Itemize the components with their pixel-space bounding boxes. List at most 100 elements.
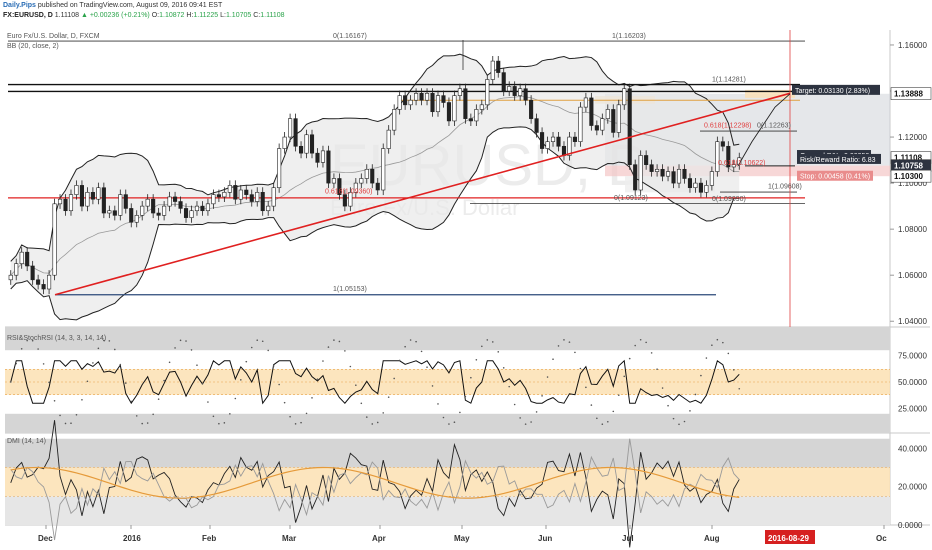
candle[interactable] — [211, 189, 216, 209]
candle[interactable] — [282, 131, 287, 154]
candle[interactable] — [200, 201, 205, 216]
candle[interactable] — [233, 180, 238, 205]
candle[interactable] — [41, 279, 46, 295]
candle[interactable] — [293, 113, 298, 152]
candle[interactable] — [129, 203, 134, 228]
candle[interactable] — [523, 83, 528, 106]
candle[interactable] — [178, 196, 183, 214]
candle[interactable] — [298, 141, 304, 159]
candle[interactable] — [430, 88, 435, 117]
candle[interactable] — [30, 260, 35, 285]
candle[interactable] — [605, 104, 610, 124]
candle[interactable] — [414, 88, 419, 106]
candle[interactable] — [260, 187, 265, 216]
candle[interactable] — [490, 56, 495, 85]
candle[interactable] — [649, 159, 654, 177]
candle[interactable] — [266, 201, 271, 216]
candle[interactable] — [693, 178, 698, 193]
candle[interactable] — [244, 184, 249, 200]
candle[interactable] — [556, 131, 561, 152]
candle[interactable] — [167, 191, 172, 212]
candle[interactable] — [162, 201, 167, 221]
candle[interactable] — [151, 194, 156, 219]
candle[interactable] — [194, 201, 200, 216]
candle[interactable] — [277, 143, 282, 193]
candle[interactable] — [671, 166, 676, 189]
candle[interactable] — [364, 164, 369, 184]
candle[interactable] — [627, 83, 632, 170]
candle[interactable] — [704, 180, 709, 198]
candle[interactable] — [392, 104, 397, 136]
price-axis[interactable]: 1.160001.140001.120001.100001.080001.060… — [890, 41, 927, 326]
candle[interactable] — [485, 74, 490, 110]
candle[interactable] — [715, 136, 720, 177]
candle[interactable] — [68, 189, 74, 216]
candle[interactable] — [731, 159, 736, 173]
candle[interactable] — [222, 187, 227, 202]
candle[interactable] — [370, 164, 375, 189]
candle[interactable] — [567, 131, 572, 161]
candle[interactable] — [320, 145, 326, 168]
candle[interactable] — [118, 189, 123, 221]
candle[interactable] — [435, 90, 441, 117]
candle[interactable] — [123, 189, 128, 214]
candle[interactable] — [474, 104, 479, 127]
candle[interactable] — [682, 164, 687, 184]
candle[interactable] — [156, 207, 161, 221]
candle[interactable] — [578, 102, 583, 147]
candle[interactable] — [249, 189, 254, 207]
candle[interactable] — [227, 180, 232, 198]
candle[interactable] — [90, 187, 95, 205]
candle[interactable] — [518, 83, 523, 101]
candle[interactable] — [479, 99, 484, 115]
candle[interactable] — [381, 143, 386, 196]
candle[interactable] — [611, 104, 616, 138]
candle[interactable] — [183, 203, 189, 223]
candle[interactable] — [660, 164, 665, 182]
candle[interactable] — [304, 129, 309, 159]
candle[interactable] — [441, 90, 446, 108]
candle[interactable] — [419, 88, 424, 106]
candle[interactable] — [463, 83, 468, 124]
candle[interactable] — [359, 173, 364, 189]
candle[interactable] — [8, 270, 13, 285]
candle[interactable] — [529, 95, 534, 124]
candle[interactable] — [47, 270, 52, 295]
candle[interactable] — [79, 180, 85, 212]
candle[interactable] — [173, 191, 178, 207]
candle[interactable] — [468, 113, 473, 127]
candle[interactable] — [271, 182, 276, 212]
candle[interactable] — [145, 194, 150, 212]
ascending-trendline[interactable] — [54, 92, 791, 296]
candle[interactable] — [496, 56, 501, 78]
candle[interactable] — [665, 166, 671, 182]
candle[interactable] — [19, 247, 24, 269]
horizontal-levels[interactable] — [8, 30, 805, 327]
candle[interactable] — [583, 92, 588, 113]
candle[interactable] — [655, 164, 660, 177]
candle[interactable] — [216, 189, 221, 202]
candle[interactable] — [331, 173, 336, 189]
candle[interactable] — [534, 113, 539, 138]
candle[interactable] — [288, 113, 293, 143]
candle[interactable] — [676, 164, 682, 189]
candle[interactable] — [85, 187, 90, 212]
candle[interactable] — [205, 198, 210, 216]
trendline[interactable] — [54, 92, 795, 296]
candle[interactable] — [57, 194, 63, 209]
candle[interactable] — [315, 148, 320, 168]
candle[interactable] — [600, 113, 605, 136]
candle[interactable] — [309, 129, 315, 159]
candle[interactable] — [698, 178, 703, 198]
candle[interactable] — [687, 173, 693, 193]
candle[interactable] — [25, 247, 30, 272]
candle[interactable] — [326, 145, 331, 189]
candle[interactable] — [446, 97, 452, 127]
candle[interactable] — [457, 83, 462, 101]
dmi-panel-title[interactable]: DMI (14, 14) — [7, 438, 46, 445]
candle[interactable] — [550, 131, 556, 147]
candle[interactable] — [644, 150, 649, 170]
candle[interactable] — [408, 95, 413, 110]
candle[interactable] — [633, 159, 638, 196]
candle[interactable] — [397, 90, 402, 115]
